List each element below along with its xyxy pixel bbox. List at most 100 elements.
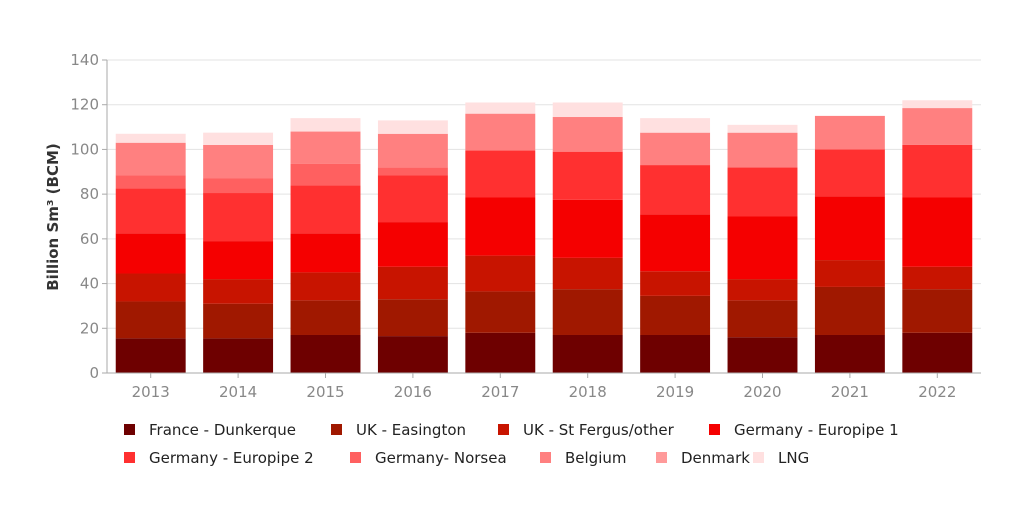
legend-swatch xyxy=(540,452,551,463)
x-tick-label: 2022 xyxy=(918,383,956,401)
bar-segment xyxy=(290,334,361,373)
bar-segment xyxy=(640,132,711,166)
axes: 0 20 40 60 80 100 120 140 2013 2014 2015 2016 2017 20… xyxy=(70,51,981,401)
bar-segment xyxy=(814,115,885,150)
bar-segment xyxy=(640,334,711,373)
bar-segment xyxy=(290,118,361,132)
bar-segment xyxy=(727,124,798,133)
y-tick-label: 40 xyxy=(80,275,99,293)
bar-segment xyxy=(640,271,711,296)
bar-segment xyxy=(902,289,973,333)
bar-segment xyxy=(902,144,973,198)
bars xyxy=(115,100,973,373)
bar-segment xyxy=(203,193,274,242)
bar-segment xyxy=(814,286,885,335)
bar-segment xyxy=(727,279,798,301)
bar-segment xyxy=(465,197,536,256)
legend-swatch xyxy=(709,424,720,435)
bar-segment xyxy=(902,332,973,373)
x-tick-label: 2013 xyxy=(132,383,170,401)
bar-segment xyxy=(465,113,536,151)
bar-segment xyxy=(290,272,361,301)
bar-segment xyxy=(902,100,973,109)
bar-segment xyxy=(290,233,361,273)
bar-segment xyxy=(640,118,711,133)
bar-segment xyxy=(290,131,361,164)
y-tick-label: 0 xyxy=(89,364,99,382)
bar-segment xyxy=(290,300,361,335)
legend-label: UK - St Fergus/other xyxy=(523,421,675,439)
y-tick-label: 80 xyxy=(80,185,99,203)
bar-segment xyxy=(640,295,711,335)
legend-label: Denmark xyxy=(681,449,750,467)
bar-segment xyxy=(552,334,623,373)
legend-label: France - Dunkerque xyxy=(149,421,296,439)
bar-segment xyxy=(552,102,623,118)
bar-segment xyxy=(552,151,623,200)
legend-swatch xyxy=(124,452,135,463)
bar-segment xyxy=(465,291,536,333)
bar-segment xyxy=(203,279,274,304)
x-tick-label: 2017 xyxy=(481,383,519,401)
bar-segment xyxy=(377,120,448,134)
legend-label: LNG xyxy=(778,449,809,467)
bar-segment xyxy=(814,334,885,373)
y-tick-label: 100 xyxy=(70,140,99,158)
x-tick-label: 2015 xyxy=(306,383,344,401)
bar-segment xyxy=(203,178,274,194)
bar-segment xyxy=(640,165,711,215)
legend-swatch xyxy=(656,452,667,463)
x-tick-label: 2019 xyxy=(656,383,694,401)
bar-segment xyxy=(902,197,973,267)
bar-segment xyxy=(377,175,448,223)
legend-label: Germany - Europipe 2 xyxy=(149,449,314,467)
bar-segment xyxy=(902,108,973,145)
bar-segment xyxy=(552,257,623,290)
bar-segment xyxy=(377,266,448,300)
bar-segment xyxy=(377,133,448,168)
bar-segment xyxy=(465,332,536,373)
bar-segment xyxy=(465,150,536,198)
legend-swatch xyxy=(350,452,361,463)
bar-segment xyxy=(465,255,536,292)
bar-segment xyxy=(465,102,536,114)
legend-swatch xyxy=(124,424,135,435)
bar-segment xyxy=(727,337,798,373)
bar-segment xyxy=(727,216,798,280)
legend: France - Dunkerque UK - Easington UK - St … xyxy=(124,421,899,467)
bar-segment xyxy=(814,196,885,261)
legend-label: Belgium xyxy=(565,449,627,467)
bar-segment xyxy=(377,222,448,267)
y-tick-label: 60 xyxy=(80,230,99,248)
bar-segment xyxy=(115,338,186,373)
legend-label: Germany - Europipe 1 xyxy=(734,421,899,439)
x-tick-label: 2014 xyxy=(219,383,257,401)
bar-segment xyxy=(377,167,448,176)
y-axis-title: Billion Sm³ (BCM) xyxy=(44,143,62,291)
bar-segment xyxy=(115,142,186,176)
bar-segment xyxy=(115,175,186,189)
bar-segment xyxy=(377,299,448,337)
y-tick-label: 120 xyxy=(70,96,99,114)
bar-segment xyxy=(552,199,623,258)
bar-segment xyxy=(115,273,186,302)
x-tick-label: 2018 xyxy=(569,383,607,401)
bar-segment xyxy=(552,289,623,335)
legend-label: UK - Easington xyxy=(356,421,466,439)
bar-segment xyxy=(115,133,186,143)
bar-segment xyxy=(115,188,186,234)
x-tick-label: 2021 xyxy=(831,383,869,401)
bar-segment xyxy=(814,149,885,197)
bar-segment xyxy=(902,266,973,290)
bar-segment xyxy=(203,132,274,145)
y-tick-label: 140 xyxy=(70,51,99,69)
bar-segment xyxy=(727,167,798,217)
bar-segment xyxy=(727,300,798,338)
bar-segment xyxy=(727,132,798,168)
x-tick-label: 2016 xyxy=(394,383,432,401)
bar-segment xyxy=(115,233,186,274)
bar-segment xyxy=(814,260,885,287)
bar-segment xyxy=(290,185,361,234)
